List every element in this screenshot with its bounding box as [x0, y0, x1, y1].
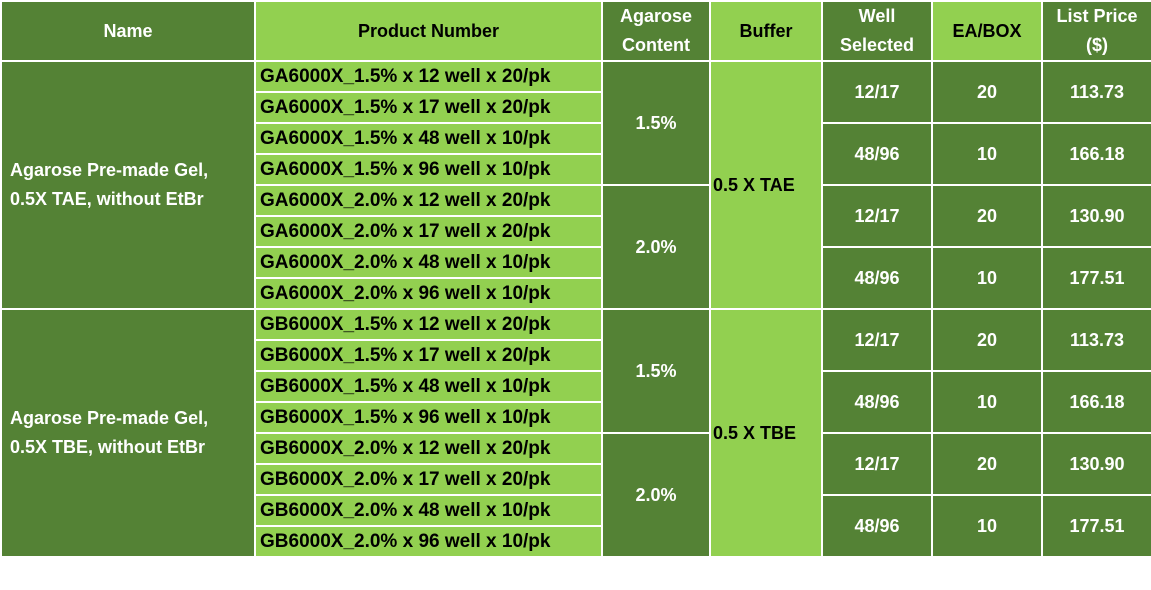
name-cell: Agarose Pre-made Gel, 0.5X TBE, without E… — [0, 308, 256, 558]
row: Agarose Pre-made Gel, 0.5X TAE, without E… — [0, 60, 1151, 310]
header-cell-line: EA/BOX — [952, 20, 1022, 41]
row: GB6000X_2.0% x 48 well x 10/pk 48/96 10 177… — [1, 494, 1151, 558]
row: GA6000X_1.5% x 96 well x 10/pk — [1, 153, 1151, 186]
row: Agarose Pre-made Gel, 0.5X TBE, without E… — [0, 308, 1151, 558]
product-number: GA6000X_1.5% x 48 well x 10/pk — [254, 122, 603, 155]
header-cell: Well Selected — [821, 0, 933, 62]
product-number: GB6000X_2.0% x 17 well x 20/pk — [254, 463, 603, 496]
ea-box: 10 — [931, 122, 1043, 186]
header-cell-line: ($) — [1086, 35, 1108, 55]
header-cell: Agarose Content — [601, 0, 711, 62]
header-cell-line: Product Number — [357, 20, 499, 41]
buffer: 0.5 X TBE — [709, 308, 823, 558]
well-selected: 12/17 — [821, 308, 933, 372]
list-price: 130.90 — [1041, 184, 1151, 248]
buffer: 0.5 X TAE — [709, 60, 823, 310]
header-cell-line: Name — [103, 20, 153, 41]
product-number: GB6000X_1.5% x 96 well x 10/pk — [254, 401, 603, 434]
well-selected: 12/17 — [821, 60, 933, 124]
header-cell-line: Well — [858, 6, 896, 26]
agarose-content: 2.0% — [601, 432, 711, 558]
list-price: 166.18 — [1041, 122, 1151, 186]
product-number: GA6000X_2.0% x 12 well x 20/pk — [254, 184, 603, 217]
well-selected: 48/96 — [821, 122, 933, 186]
well-selected: 12/17 — [821, 184, 933, 248]
ea-box: 20 — [931, 308, 1043, 372]
list-price: 177.51 — [1041, 494, 1151, 558]
well-selected: 48/96 — [821, 370, 933, 434]
product-number: GB6000X_1.5% x 12 well x 20/pk — [254, 308, 603, 341]
header-cell: Buffer — [709, 0, 823, 62]
product-number: GB6000X_2.0% x 48 well x 10/pk — [254, 494, 603, 527]
ea-box: 10 — [931, 370, 1043, 434]
row: GA6000X_2.0% x 12 well x 20/pk 2.0% 12/17 2… — [1, 184, 1151, 310]
name-cell-line: Agarose Pre-made Gel, — [10, 408, 209, 428]
header-cell: EA/BOX — [931, 0, 1043, 62]
well-selected: 12/17 — [821, 432, 933, 496]
product-number: GA6000X_2.0% x 96 well x 10/pk — [254, 277, 603, 310]
header-cell-line: Content — [622, 35, 690, 55]
product-number: GA6000X_2.0% x 48 well x 10/pk — [254, 246, 603, 279]
product-number: GB6000X_1.5% x 17 well x 20/pk — [254, 339, 603, 372]
row: GA6000X_1.5% x 17 well x 20/pk — [1, 91, 1151, 124]
ea-box: 20 — [931, 60, 1043, 124]
product-number: GB6000X_2.0% x 96 well x 10/pk — [254, 525, 603, 558]
ea-box: 20 — [931, 184, 1043, 248]
list-price: 113.73 — [1041, 60, 1151, 124]
header-row: Name Product Number Agarose Content Buffer We… — [0, 0, 1151, 62]
list-price: 113.73 — [1041, 308, 1151, 372]
header-cell-line: Selected — [839, 35, 915, 55]
header-cell-line: Agarose — [619, 6, 693, 26]
row: GB6000X_2.0% x 17 well x 20/pk — [1, 463, 1151, 496]
row: GA6000X_1.5% x 48 well x 10/pk 48/96 10 166… — [1, 122, 1151, 186]
header-cell: Product Number — [254, 0, 603, 62]
name-cell-line: 0.5X TBE, without EtBr — [10, 437, 206, 457]
row: GA6000X_2.0% x 48 well x 10/pk 48/96 10 177… — [1, 246, 1151, 310]
ea-box: 10 — [931, 246, 1043, 310]
row: GA6000X_2.0% x 96 well x 10/pk — [1, 277, 1151, 310]
agarose-content: 1.5% — [601, 60, 711, 186]
name-cell-line: 0.5X TAE, without EtBr — [10, 189, 204, 209]
list-price: 130.90 — [1041, 432, 1151, 496]
product-number: GA6000X_1.5% x 96 well x 10/pk — [254, 153, 603, 186]
product-number: GA6000X_2.0% x 17 well x 20/pk — [254, 215, 603, 248]
row: GB6000X_1.5% x 17 well x 20/pk — [1, 339, 1151, 372]
ea-box: 20 — [931, 432, 1043, 496]
row: GB6000X_2.0% x 96 well x 10/pk — [1, 525, 1151, 558]
name-cell: Agarose Pre-made Gel, 0.5X TAE, without E… — [0, 60, 256, 310]
list-price: 166.18 — [1041, 370, 1151, 434]
ea-box: 10 — [931, 494, 1043, 558]
header-cell-line: List Price — [1056, 6, 1138, 26]
agarose-content: 1.5% — [601, 308, 711, 434]
row: GB6000X_2.0% x 12 well x 20/pk 2.0% 12/17 2… — [1, 432, 1151, 558]
name-cell-line: Agarose Pre-made Gel, — [10, 160, 209, 180]
header-cell: Name — [0, 0, 256, 62]
product-number: GA6000X_1.5% x 12 well x 20/pk — [254, 60, 603, 93]
well-selected: 48/96 — [821, 494, 933, 558]
product-number: GA6000X_1.5% x 17 well x 20/pk — [254, 91, 603, 124]
header-cell-line: Buffer — [739, 20, 793, 41]
price-table: Name Product Number Agarose Content Buffer We… — [0, 0, 1151, 558]
list-price: 177.51 — [1041, 246, 1151, 310]
product-number: GB6000X_1.5% x 48 well x 10/pk — [254, 370, 603, 403]
row: GB6000X_1.5% x 96 well x 10/pk — [1, 401, 1151, 434]
row: GA6000X_2.0% x 17 well x 20/pk — [1, 215, 1151, 248]
agarose-content: 2.0% — [601, 184, 711, 310]
header-cell: List Price ($) — [1041, 0, 1151, 62]
product-number: GB6000X_2.0% x 12 well x 20/pk — [254, 432, 603, 465]
row: GB6000X_1.5% x 48 well x 10/pk 48/96 10 166… — [1, 370, 1151, 434]
well-selected: 48/96 — [821, 246, 933, 310]
table-body: Agarose Pre-made Gel, 0.5X TAE, without E… — [0, 60, 1151, 558]
